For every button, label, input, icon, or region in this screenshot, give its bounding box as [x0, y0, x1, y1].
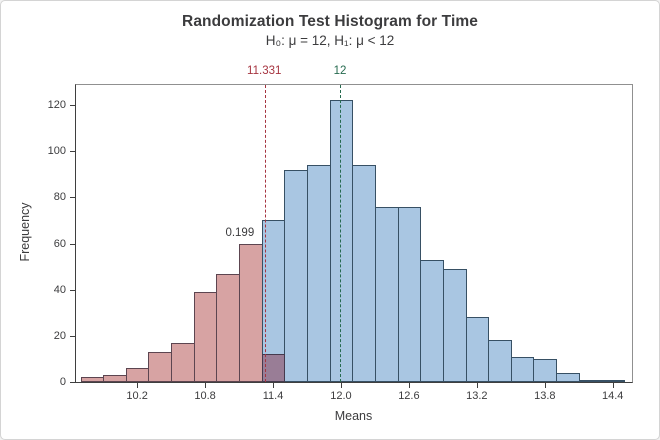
y-axis-tick-label: 120	[47, 99, 66, 112]
reference-line	[264, 85, 266, 382]
histogram-bar	[465, 317, 490, 382]
x-axis-tick-label: 14.4	[602, 390, 624, 402]
y-axis-tick	[70, 382, 75, 383]
histogram-bar	[488, 340, 512, 382]
histogram-bar	[556, 372, 580, 382]
x-axis-tick	[612, 383, 614, 388]
histogram-bar	[239, 243, 263, 382]
histogram-bar	[578, 379, 603, 382]
histogram-bar	[103, 375, 127, 382]
x-axis-tick	[476, 383, 478, 388]
x-axis-tick-label: 13.8	[534, 390, 556, 402]
x-axis-label: Means	[334, 409, 373, 423]
y-axis-tick	[70, 105, 75, 107]
x-axis-tick-label: 10.2	[126, 390, 148, 402]
histogram-bar	[533, 358, 558, 382]
x-axis-tick-label: 12.6	[398, 390, 420, 402]
x-axis-tick-label: 13.2	[466, 390, 488, 402]
reference-line	[340, 85, 342, 382]
y-axis-tick	[70, 151, 75, 153]
x-axis-tick	[340, 383, 342, 388]
x-axis-tick	[544, 383, 546, 388]
histogram-bar	[284, 169, 308, 382]
y-axis-label: Frequency	[18, 202, 32, 262]
histogram-bar	[397, 206, 422, 382]
histogram-bar	[125, 368, 150, 382]
x-axis-tick-label: 11.4	[262, 390, 284, 402]
y-axis-tick-label: 20	[53, 329, 66, 342]
histogram-bar	[193, 292, 218, 382]
histogram-bar	[510, 356, 535, 382]
y-axis-tick-label: 100	[47, 145, 66, 158]
histogram-bar	[352, 165, 376, 382]
x-axis-tick-label: 10.8	[194, 390, 216, 402]
histogram-bar	[374, 206, 399, 382]
x-axis-tick	[205, 383, 207, 388]
plot-area: 0 20 40 60 80 100 120 10.2 10.8 11.4 12.0 12.6 13.2 1…	[48, 84, 633, 402]
histogram-bar	[442, 268, 467, 382]
y-axis-tick	[70, 197, 75, 199]
overlap-bar	[261, 354, 286, 382]
y-axis-tick	[70, 335, 75, 337]
x-axis-tick	[408, 383, 410, 388]
histogram-bar	[420, 259, 444, 382]
histogram-bar	[216, 273, 241, 382]
y-axis-tick-label: 60	[53, 237, 66, 250]
y-axis-tick	[70, 243, 75, 245]
y-axis-tick-label: 80	[53, 191, 66, 204]
y-axis-tick	[70, 289, 75, 291]
reference-line-label-observed: 11.331	[247, 65, 282, 77]
y-axis-tick-label: 40	[53, 283, 66, 296]
x-axis-tick	[137, 383, 139, 388]
reference-line-label-null: 12	[333, 65, 347, 77]
histogram-bar	[148, 352, 173, 382]
p-value-label: 0.199	[225, 227, 255, 239]
x-axis-tick-label: 12.0	[330, 390, 352, 402]
x-axis-tick	[273, 383, 275, 388]
histogram-bar	[307, 165, 331, 382]
y-axis-tick-label: 0	[59, 376, 66, 388]
histogram-bar	[80, 377, 105, 382]
chart-title: Randomization Test Histogram for Time	[182, 13, 478, 30]
histogram-bar	[601, 379, 626, 382]
histogram-bar	[171, 342, 195, 382]
chart-subtitle: H₀: μ = 12, H₁: μ < 12	[265, 33, 395, 48]
